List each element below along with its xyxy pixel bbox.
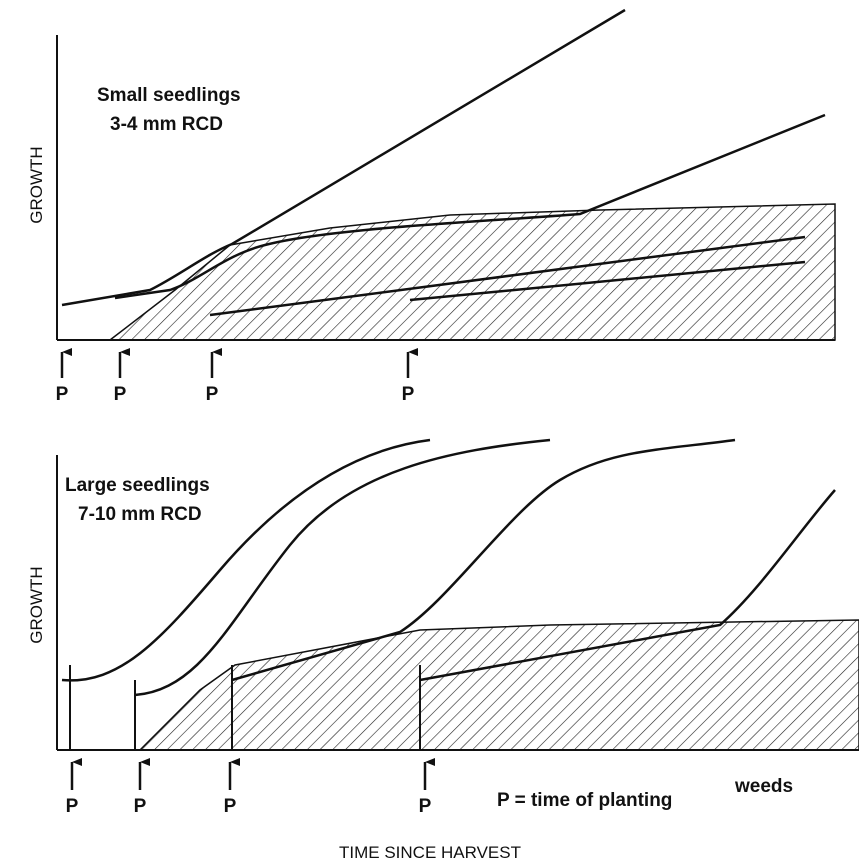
planting-label: P (66, 796, 79, 817)
panel-title: Large seedlings (65, 475, 210, 496)
weed-region (107, 203, 836, 341)
planting-label: P (206, 384, 219, 405)
weed-region (138, 619, 859, 751)
panel-subtitle: 3-4 mm RCD (110, 114, 223, 135)
growth-curve (134, 438, 551, 697)
legend: P = time of planting (497, 790, 672, 811)
region-label-box (712, 767, 815, 805)
growth-curve (61, 438, 431, 682)
region-label: weeds (734, 776, 793, 797)
growth-curve (209, 235, 806, 317)
growth-curve (231, 438, 736, 682)
planting-label: P (402, 384, 415, 405)
top-panel: GROWTH Small seedlings 3-4 mm RCD P P P … (27, 8, 836, 405)
panel-title: Small seedlings (97, 85, 241, 106)
growth-curve (61, 8, 626, 307)
growth-curve (419, 489, 836, 682)
growth-curve (409, 260, 806, 302)
x-label: TIME SINCE HARVEST (339, 843, 521, 862)
planting-label: P (134, 796, 147, 817)
growth-curve (114, 113, 826, 300)
y-label: GROWTH (27, 566, 46, 643)
planting-label: P (56, 384, 69, 405)
planting-label: P (224, 796, 237, 817)
planting-label: P (114, 384, 127, 405)
bottom-panel: GROWTH Large seedlings 7-10 mm RCD weeds… (27, 438, 859, 817)
panel-subtitle: 7-10 mm RCD (78, 504, 202, 525)
planting-label: P (419, 796, 432, 817)
y-label: GROWTH (27, 146, 46, 223)
